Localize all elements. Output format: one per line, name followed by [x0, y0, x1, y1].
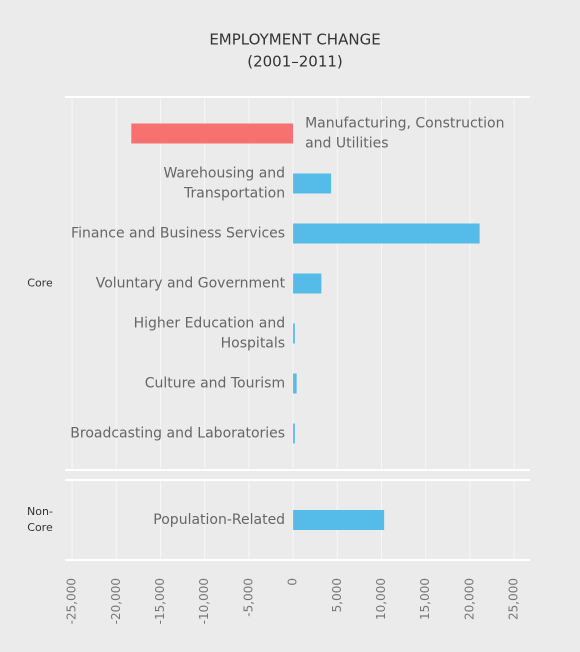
bar — [293, 273, 322, 294]
category-label: Finance and Business Services — [71, 226, 285, 242]
x-tick-label: 5,000 — [330, 578, 344, 612]
x-tick-label: 25,000 — [507, 578, 521, 620]
panel-label: Core — [27, 277, 53, 290]
bar — [293, 173, 332, 194]
bar — [293, 323, 295, 344]
category-label: Culture and Tourism — [145, 376, 285, 392]
bar — [293, 423, 295, 444]
x-tick-label: -5,000 — [241, 578, 255, 617]
category-label: Higher Education and Hospitals — [134, 316, 285, 352]
chart-title: EMPLOYMENT CHANGE — [209, 31, 380, 49]
bar — [293, 373, 297, 394]
category-label: Broadcasting and Laboratories — [70, 426, 285, 442]
x-tick-label: -10,000 — [197, 578, 211, 624]
chart-subtitle: (2001–2011) — [247, 53, 343, 71]
category-label: Manufacturing, Construction and Utilities — [305, 116, 504, 152]
bar — [293, 510, 385, 530]
x-tick-label: 0 — [286, 578, 300, 586]
category-label: Voluntary and Government — [96, 276, 286, 292]
x-tick-label: 15,000 — [418, 578, 432, 620]
panel-label: Non-Core — [27, 505, 53, 534]
bar — [131, 123, 294, 144]
category-label: Warehousing and Transportation — [163, 166, 285, 202]
x-tick-label: -25,000 — [65, 578, 79, 624]
x-tick-label: -20,000 — [109, 578, 123, 624]
bar — [293, 223, 480, 244]
x-tick-label: 10,000 — [374, 578, 388, 620]
x-tick-label: -15,000 — [153, 578, 167, 624]
x-tick-label: 20,000 — [462, 578, 476, 620]
category-label: Population-Related — [153, 512, 285, 528]
